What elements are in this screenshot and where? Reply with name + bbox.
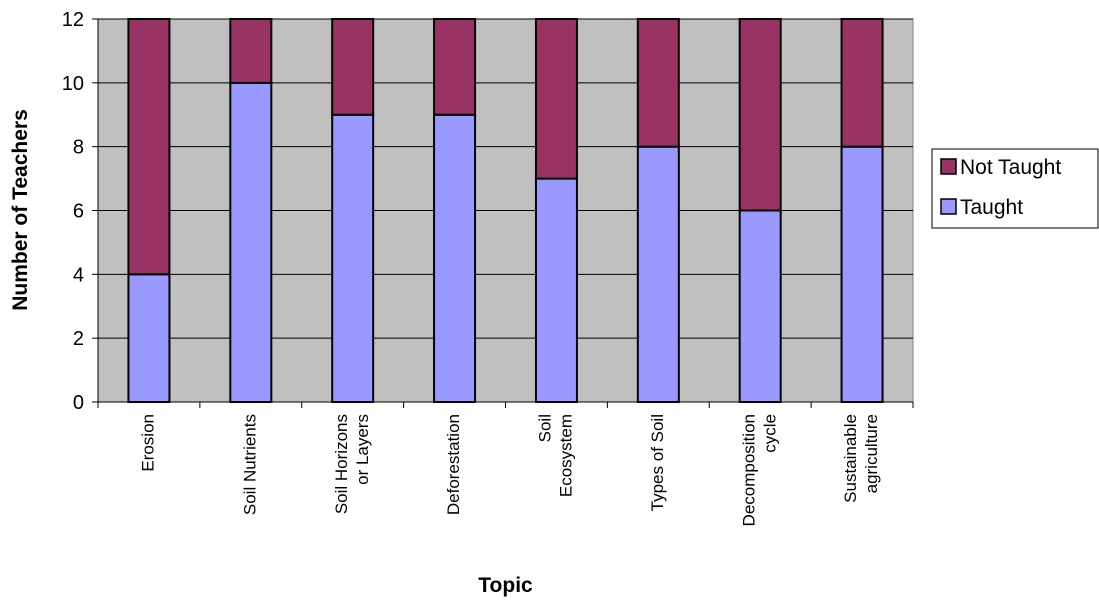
bar-taught xyxy=(127,273,171,404)
x-tick-label: Soil xyxy=(536,414,555,442)
y-tick-label: 10 xyxy=(62,73,84,95)
y-tick-label: 2 xyxy=(73,328,84,350)
bar-not-taught xyxy=(331,18,375,116)
bar-taught xyxy=(636,145,680,403)
bar-not-taught xyxy=(738,18,782,212)
x-tick-label: Ecosystem xyxy=(557,414,576,497)
bars xyxy=(127,18,884,404)
bar-taught xyxy=(433,113,477,403)
bar-taught xyxy=(534,177,578,403)
x-tick-label: Sustainable xyxy=(841,414,860,503)
x-tick-labels: Erosion Soil Nutrients Soil Horizons or Lay… xyxy=(139,414,882,526)
legend-label: Not Taught xyxy=(960,156,1061,179)
bar-not-taught xyxy=(636,18,680,148)
bar-not-taught xyxy=(229,18,273,84)
bar-not-taught xyxy=(840,18,884,148)
x-tick-label: Soil Horizons xyxy=(332,414,351,514)
legend-box xyxy=(931,148,1099,229)
x-tick-label: Soil Nutrients xyxy=(240,414,259,515)
x-tick-label: Erosion xyxy=(139,414,158,472)
y-tick-label: 0 xyxy=(73,392,84,414)
legend-swatch xyxy=(940,198,957,215)
x-tick-label: Types of Soil xyxy=(648,414,667,511)
y-tick-label: 12 xyxy=(62,9,84,31)
x-tick-label: or Layers xyxy=(353,414,372,485)
bar-taught xyxy=(331,113,375,403)
bar-taught xyxy=(229,81,273,403)
y-tick-label: 4 xyxy=(73,264,84,286)
x-tick-label: agriculture xyxy=(862,414,881,493)
bar-not-taught xyxy=(433,18,477,116)
bar-taught xyxy=(840,145,884,403)
legend: Not Taught Taught xyxy=(931,148,1099,229)
legend-swatch xyxy=(940,158,957,175)
y-tick-label: 8 xyxy=(73,137,84,159)
bar-not-taught xyxy=(127,18,171,276)
x-tick-label: Decomposition xyxy=(739,414,758,526)
x-axis-title: Topic xyxy=(478,574,533,597)
bar-not-taught xyxy=(534,18,578,180)
y-axis-title: Number of Teachers xyxy=(9,109,32,311)
y-tick-label: 6 xyxy=(73,201,84,223)
y-tick-labels: 0 2 4 6 8 10 12 xyxy=(62,9,84,414)
legend-label: Taught xyxy=(960,196,1023,219)
bar-taught xyxy=(738,209,782,403)
x-tick-label: Deforestation xyxy=(444,414,463,515)
axes xyxy=(92,18,914,408)
x-tick-label: cycle xyxy=(760,414,779,453)
